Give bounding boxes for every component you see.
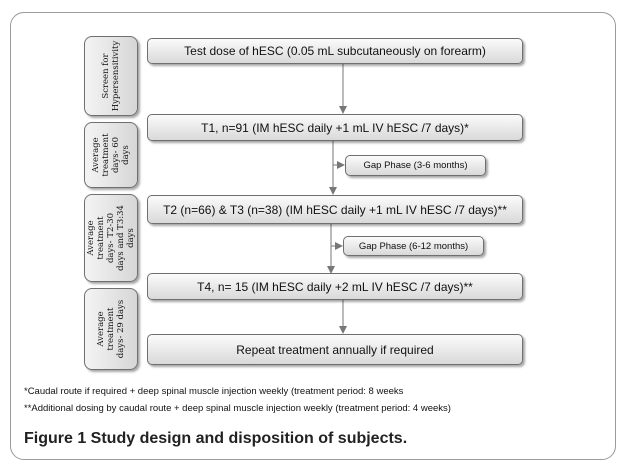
side-label-t4-days: Average treatment days- 29 days	[84, 288, 138, 370]
step-t2-t3: T2 (n=66) & T3 (n=38) (IM hESC daily +1 …	[147, 195, 523, 224]
footnote-single-star: *Caudal route if required + deep spinal …	[24, 386, 404, 397]
step-test-dose: Test dose of hESC (0.05 mL subcutaneousl…	[147, 38, 523, 64]
side-label-t2-t3-days: Average treatment days- T2-30 days and T…	[84, 194, 138, 282]
step-t4: T4, n= 15 (IM hESC daily +2 mL IV hESC /…	[147, 273, 523, 300]
figure-caption: Figure 1 Study design and disposition of…	[24, 430, 408, 447]
side-label-screen: Screen for Hypersensitivity	[84, 36, 138, 116]
footnote-double-star: **Additional dosing by caudal route + de…	[24, 403, 451, 414]
step-repeat: Repeat treatment annually if required	[147, 334, 523, 365]
side-label-t1-days: Average treatment days- 60 days	[84, 122, 138, 188]
gap-phase-2: Gap Phase (6-12 months)	[343, 236, 484, 256]
step-t1: T1, n=91 (IM hESC daily +1 mL IV hESC /7…	[147, 114, 523, 141]
gap-phase-1: Gap Phase (3-6 months)	[345, 155, 486, 176]
